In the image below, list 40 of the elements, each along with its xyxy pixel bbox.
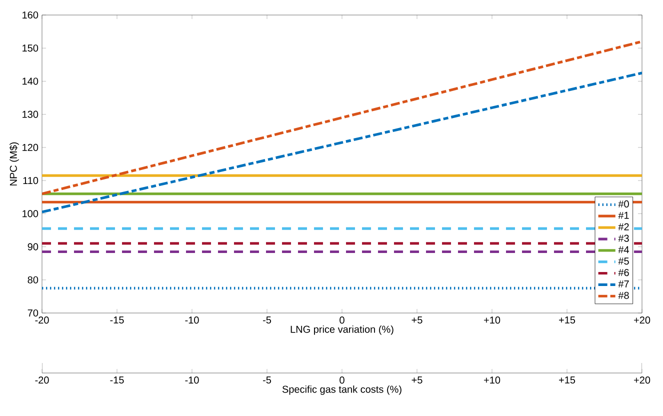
y-tick-label: 70 [28, 309, 38, 317]
y-axis-title: NPC (M$) [9, 142, 19, 186]
x2-axis-title: Specific gas tank costs (%) [282, 385, 402, 395]
y-tick-label: 80 [28, 276, 38, 284]
legend-label: #0 [618, 200, 629, 208]
legend-label: #8 [618, 292, 629, 299]
y-tick-label: 110 [23, 177, 38, 184]
y-tick-label: 130 [22, 110, 38, 118]
legend-label: #5 [618, 258, 629, 265]
x2-tick-label: -15 [110, 376, 124, 384]
x-axis-title: LNG price variation (%) [290, 325, 394, 335]
x-tick-label: +20 [634, 316, 650, 324]
legend-label: #3 [618, 234, 629, 242]
legend-label: #7 [618, 280, 629, 288]
x-tick-label: +5 [412, 316, 422, 324]
legend-label: #6 [618, 269, 629, 276]
x2-tick-label: +15 [559, 376, 576, 384]
legend-label: #1 [618, 212, 629, 219]
x-tick-label: +10 [484, 316, 500, 324]
x-tick-label: +15 [559, 316, 576, 324]
x-tick-label: -15 [110, 316, 124, 324]
x2-tick-label: -5 [263, 376, 272, 384]
legend-label: #2 [618, 223, 629, 230]
legend-label: #4 [618, 246, 630, 254]
x2-tick-label: -20 [35, 376, 49, 384]
y-tick-label: 90 [28, 243, 38, 250]
y-tick-label: 100 [22, 210, 38, 218]
x2-tick-label: 0 [340, 376, 344, 384]
x-tick-label: 0 [340, 316, 344, 324]
x2-tick-label: +10 [484, 376, 500, 384]
y-tick-label: 150 [22, 44, 38, 52]
x-tick-label: -5 [263, 316, 272, 324]
y-tick-label: 120 [22, 144, 38, 151]
x-tick-label: -20 [35, 316, 49, 324]
y-tick-label: 160 [22, 11, 38, 19]
x2-tick-label: +20 [634, 376, 650, 384]
y-tick-label: 140 [22, 78, 38, 85]
x-tick-label: -10 [185, 316, 199, 324]
x2-tick-label: -10 [185, 376, 199, 384]
x2-tick-label: +5 [412, 376, 422, 384]
